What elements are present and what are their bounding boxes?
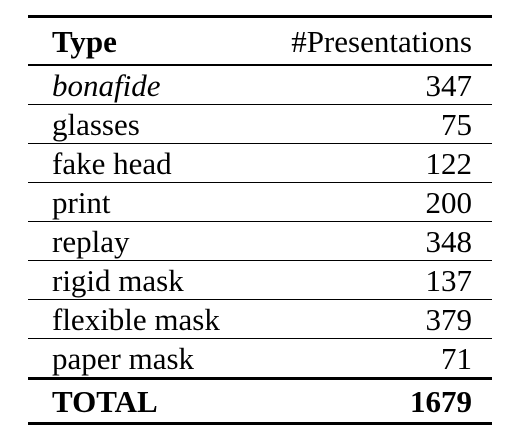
total-count: 1679 (410, 383, 472, 419)
presentations-table-container: Type #Presentations bonafide 347 glasses… (28, 15, 492, 425)
row-type-rigid-mask: rigid mask (52, 262, 184, 298)
header-presentations: #Presentations (291, 23, 472, 59)
header-row: Type #Presentations (28, 17, 492, 66)
row-count-fake-head: 122 (425, 145, 473, 181)
row-count-replay: 348 (425, 223, 473, 259)
table-row: fake head 122 (28, 144, 492, 183)
table-row: paper mask 71 (28, 339, 492, 379)
row-type-print: print (52, 184, 111, 220)
table-row: print 200 (28, 183, 492, 222)
table-row: replay 348 (28, 222, 492, 261)
row-count-paper-mask: 71 (441, 340, 472, 376)
header-type: Type (52, 23, 117, 59)
row-count-bonafide: 347 (425, 67, 473, 103)
table-footer: TOTAL 1679 (28, 378, 492, 424)
row-type-fake-head: fake head (52, 145, 172, 181)
row-count-glasses: 75 (441, 106, 472, 142)
row-count-rigid-mask: 137 (425, 262, 473, 298)
table-header: Type #Presentations (28, 16, 492, 66)
table-row: flexible mask 379 (28, 300, 492, 339)
total-label: TOTAL (52, 383, 158, 419)
table-row: glasses 75 (28, 105, 492, 144)
row-count-print: 200 (425, 184, 473, 220)
table-row: rigid mask 137 (28, 261, 492, 300)
row-type-glasses: glasses (52, 106, 140, 142)
row-type-paper-mask: paper mask (52, 340, 195, 376)
total-row: TOTAL 1679 (28, 379, 492, 424)
row-count-flexible-mask: 379 (425, 301, 473, 337)
table-body: bonafide 347 glasses 75 fake head 122 pr… (28, 65, 492, 379)
row-type-bonafide: bonafide (52, 67, 161, 103)
presentations-table: Type #Presentations bonafide 347 glasses… (28, 15, 492, 425)
table-row: bonafide 347 (28, 65, 492, 105)
row-type-flexible-mask: flexible mask (52, 301, 220, 337)
row-type-replay: replay (52, 223, 130, 259)
